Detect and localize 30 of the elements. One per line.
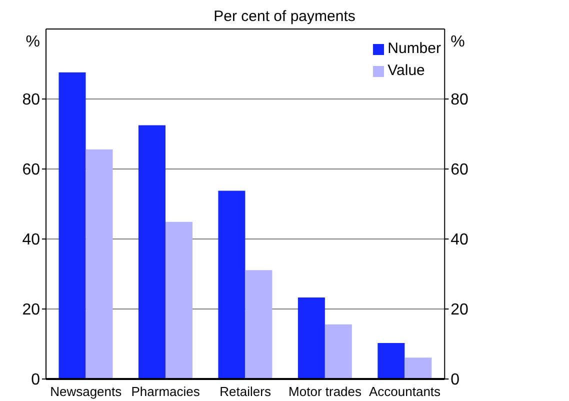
y-tick-label: 40	[22, 232, 40, 249]
x-tick-label: Accountants	[369, 384, 442, 400]
bar	[58, 72, 86, 379]
bar	[165, 222, 192, 379]
legend-label: Number	[388, 40, 441, 57]
y2-tick-label: 60	[450, 162, 469, 179]
bar	[245, 270, 272, 379]
y2-tick-label: 0	[450, 372, 460, 389]
x-tick-label: Retailers	[220, 384, 272, 400]
y2-tick-label: 80	[450, 92, 469, 109]
y-tick-label: 60	[22, 162, 40, 179]
y2-tick-label: 40	[450, 232, 469, 249]
y-tick-label: 20	[22, 302, 40, 319]
bar	[86, 149, 113, 379]
bar	[404, 358, 432, 379]
y-tick-label: 80	[22, 92, 40, 109]
y2-tick-label: 20	[450, 302, 469, 319]
bar	[218, 190, 246, 379]
y-axis-title: %	[26, 33, 40, 50]
chart-title: Per cent of payments	[212, 8, 356, 26]
bar	[324, 324, 352, 379]
bar	[378, 342, 405, 379]
y-tick-label: 0	[31, 372, 40, 389]
bar	[298, 297, 325, 379]
x-tick-label: Pharmacies	[131, 384, 200, 400]
x-tick-label: Newsagents	[50, 384, 122, 400]
bar	[138, 125, 166, 379]
x-tick-label: Motor trades	[288, 384, 362, 400]
y2-axis-title: %	[450, 33, 465, 50]
legend-label: Value	[388, 62, 425, 79]
